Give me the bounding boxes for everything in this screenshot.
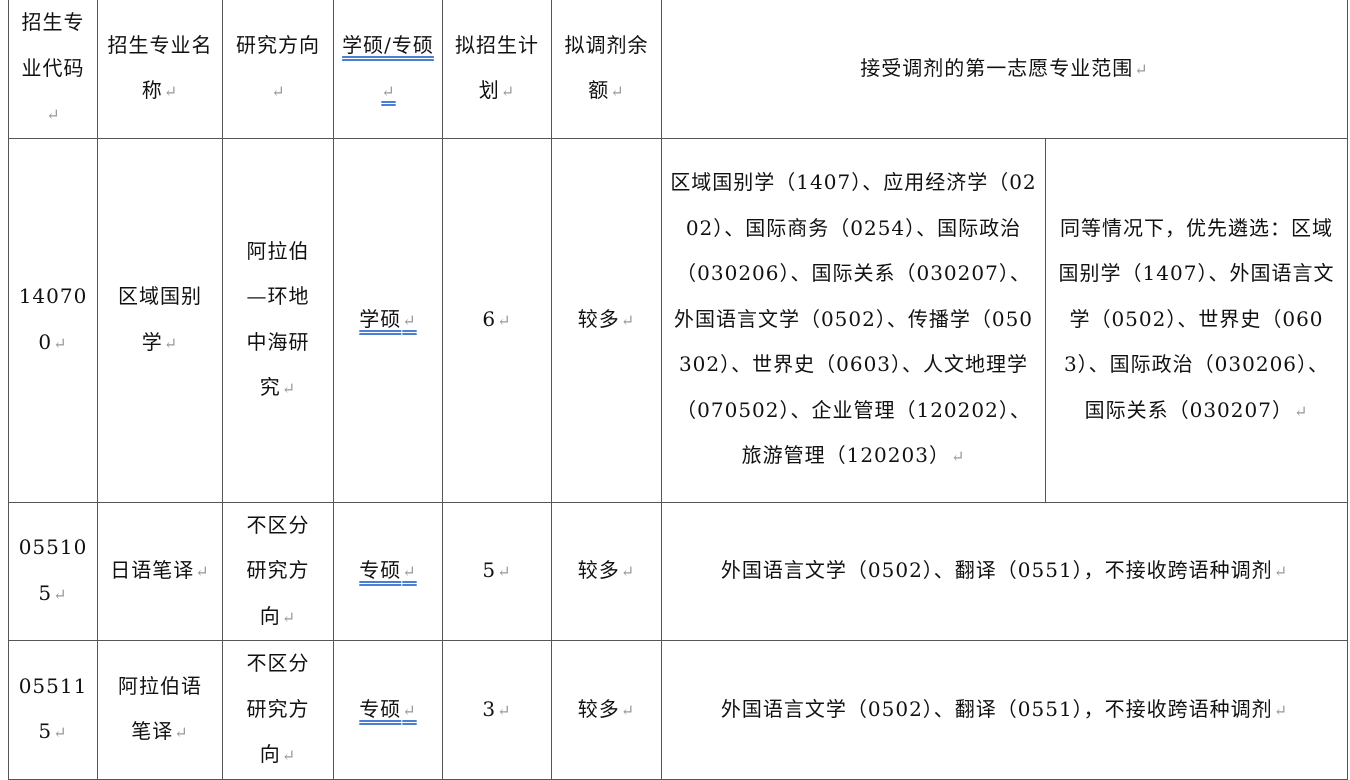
cell-name: 日语笔译 <box>97 501 223 641</box>
header-scope: 接受调剂的第一志愿专业范围 <box>661 0 1348 139</box>
cell-plan: 3 <box>442 640 552 780</box>
header-type: 学硕/专硕 <box>333 0 443 139</box>
cell-code: 055105 <box>8 501 98 641</box>
table-row: 055105 日语笔译 不区分研究方向 专硕 5 较多 外国语言文学（0502）… <box>8 501 1348 641</box>
header-code: 招生专业代码 <box>8 0 98 139</box>
cell-scope: 区域国别学（1407）、应用经济学（0202）、国际商务（0254）、国际政治（… <box>661 137 1046 503</box>
cell-priority: 同等情况下，优先遴选：区域国别学（1407）、外国语言文学（0502）、世界史（… <box>1045 137 1348 503</box>
cell-type: 学硕 <box>333 137 443 503</box>
cell-code: 140700 <box>8 137 98 503</box>
header-name: 招生专业名称 <box>97 0 223 139</box>
cell-remaining: 较多 <box>551 501 662 641</box>
cell-name: 区域国别学 <box>97 137 223 503</box>
cell-plan: 5 <box>442 501 552 641</box>
table-row: 140700 区域国别学 阿拉伯—环地中海研究 学硕 6 较多 区域国别学（14… <box>8 137 1348 503</box>
cell-remaining: 较多 <box>551 137 662 503</box>
cell-remaining: 较多 <box>551 640 662 780</box>
cell-scope: 外国语言文学（0502）、翻译（0551），不接收跨语种调剂 <box>661 640 1348 780</box>
cell-code: 055115 <box>8 640 98 780</box>
cell-type: 专硕 <box>333 501 443 641</box>
cell-direction: 阿拉伯—环地中海研究 <box>222 137 334 503</box>
admissions-table: 招生专业代码 招生专业名称 研究方向 学硕/专硕 拟招生计划 拟调剂余额 接受调… <box>8 0 1348 780</box>
cell-direction: 不区分研究方向 <box>222 640 334 780</box>
header-plan: 拟招生计划 <box>442 0 552 139</box>
table-row: 055115 阿拉伯语笔译 不区分研究方向 专硕 3 较多 外国语言文学（050… <box>8 640 1348 780</box>
cell-direction: 不区分研究方向 <box>222 501 334 641</box>
header-row: 招生专业代码 招生专业名称 研究方向 学硕/专硕 拟招生计划 拟调剂余额 接受调… <box>8 0 1348 139</box>
header-direction: 研究方向 <box>222 0 334 139</box>
cell-plan: 6 <box>442 137 552 503</box>
cell-type: 专硕 <box>333 640 443 780</box>
header-remaining: 拟调剂余额 <box>551 0 662 139</box>
cell-name: 阿拉伯语笔译 <box>97 640 223 780</box>
cell-scope: 外国语言文学（0502）、翻译（0551），不接收跨语种调剂 <box>661 501 1348 641</box>
